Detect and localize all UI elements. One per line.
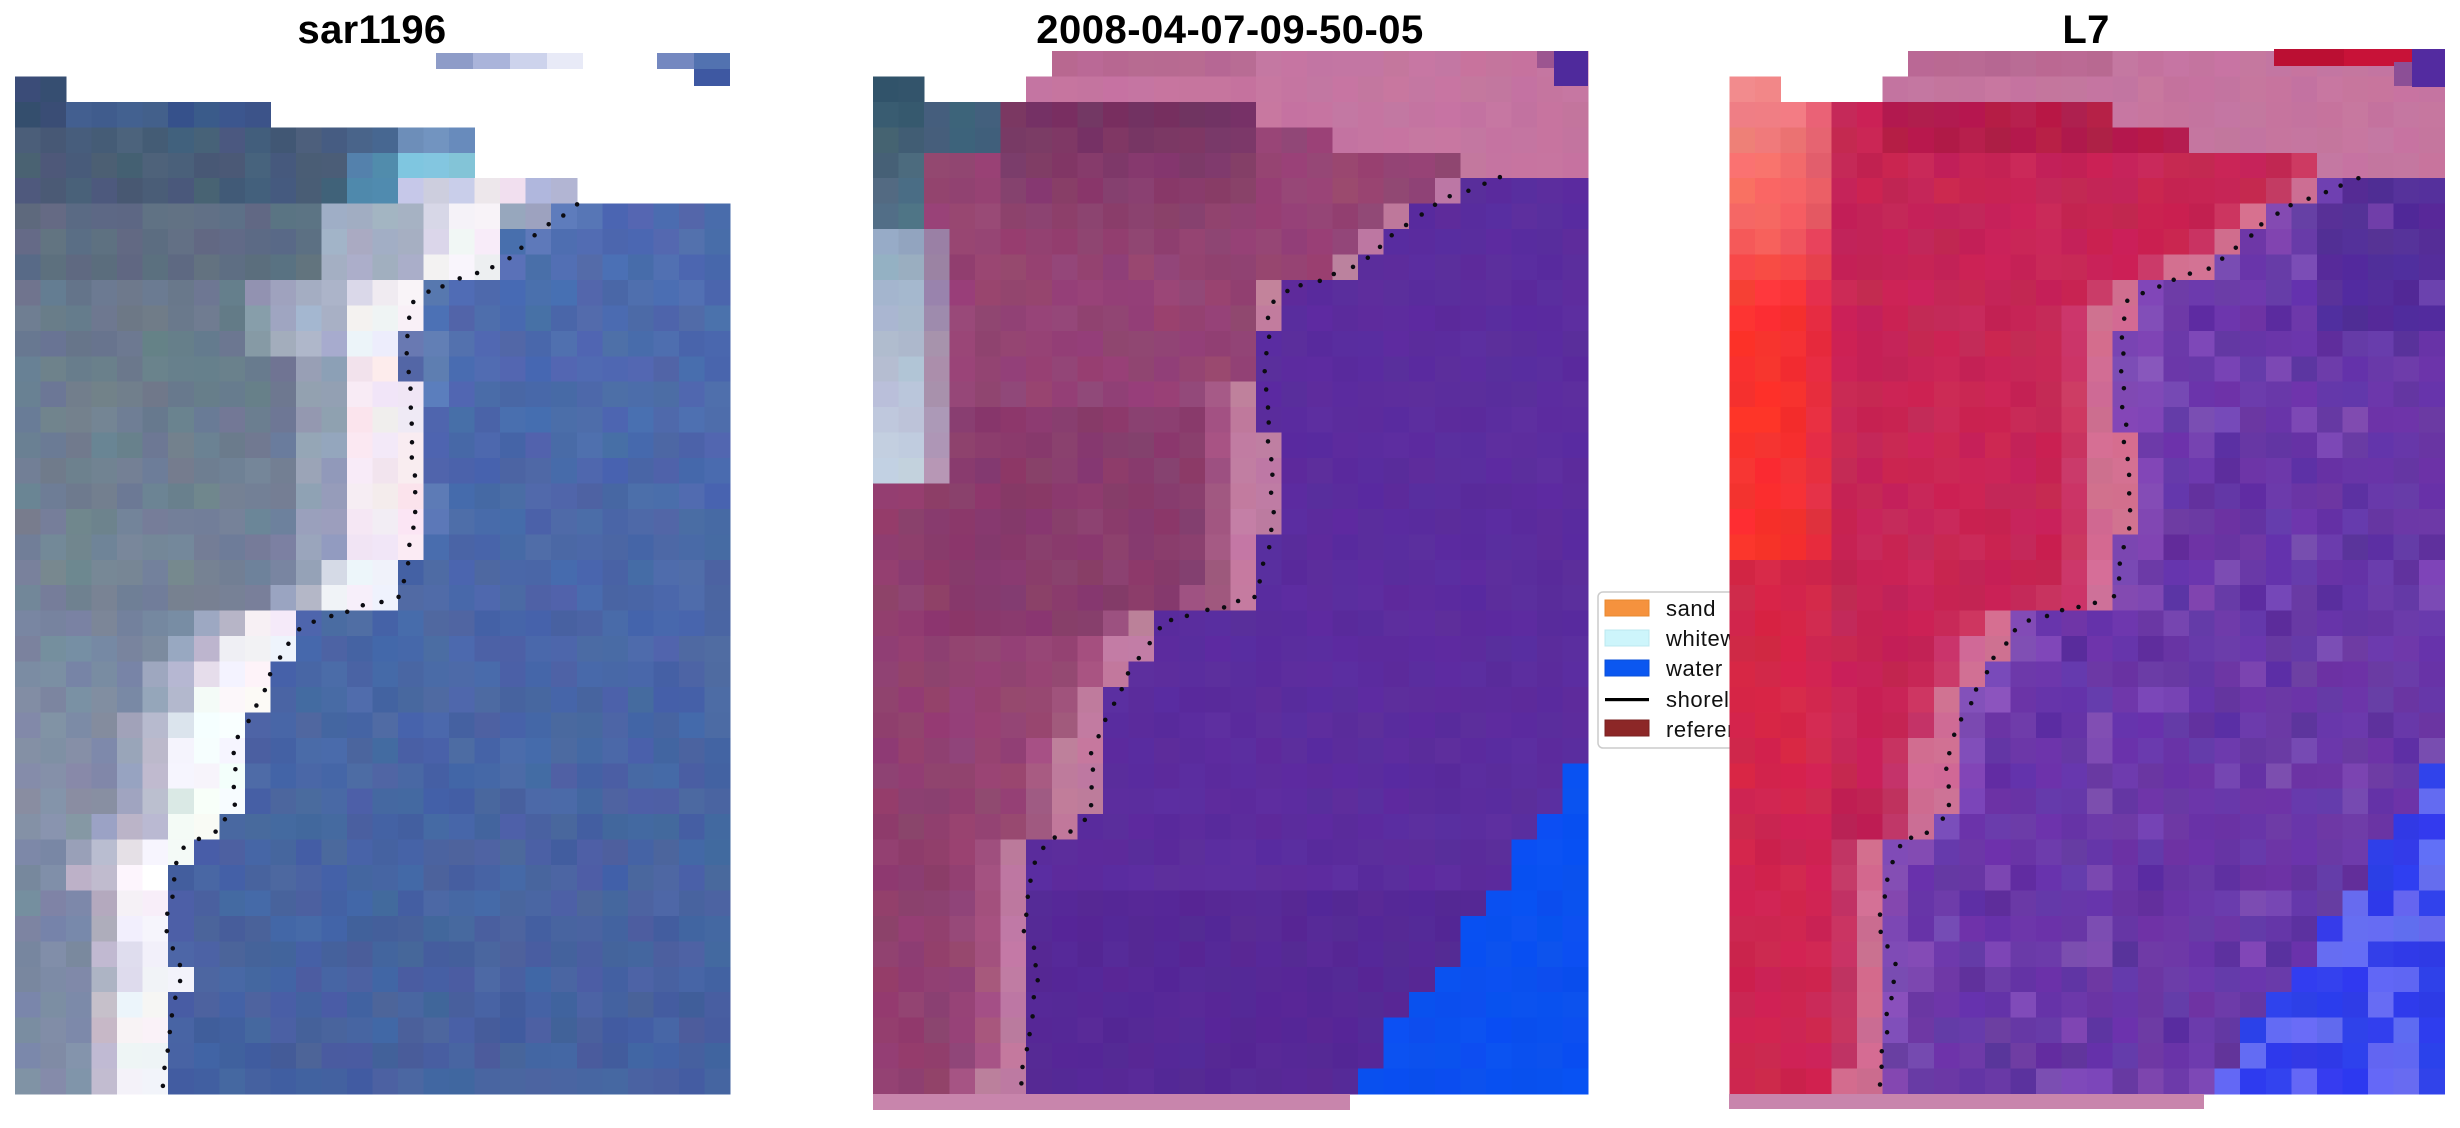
svg-text:water: water xyxy=(1665,656,1723,681)
svg-text:sand: sand xyxy=(1666,596,1716,621)
svg-text:sar1196: sar1196 xyxy=(298,8,447,52)
svg-text:2008-04-07-09-50-05: 2008-04-07-09-50-05 xyxy=(1036,8,1424,52)
svg-text:L7: L7 xyxy=(2062,8,2109,52)
